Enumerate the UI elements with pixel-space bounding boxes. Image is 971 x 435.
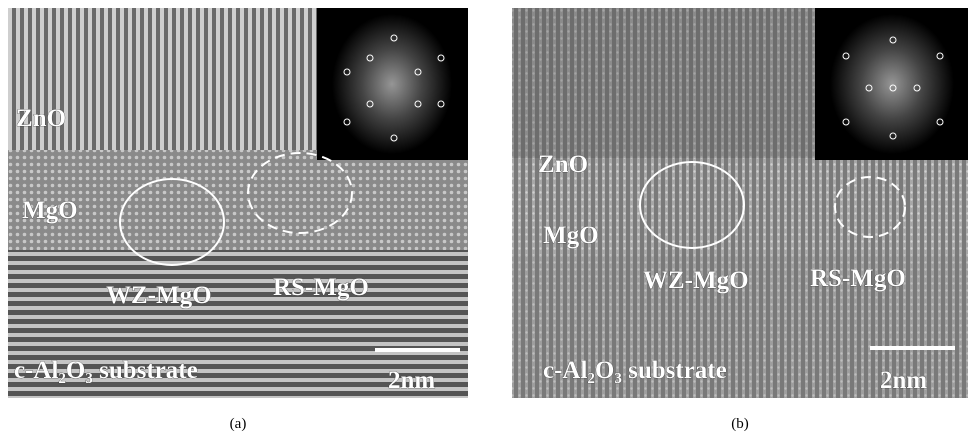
caption: (a)	[230, 416, 247, 432]
scale-label: 2nm	[388, 367, 435, 394]
scale-label: 2nm	[880, 367, 927, 394]
label: ZnO	[16, 105, 66, 132]
fft-inset	[317, 8, 468, 160]
label: RS-MgO	[810, 265, 906, 292]
fft-inset	[815, 8, 968, 160]
label: MgO	[543, 222, 599, 249]
label: c-Al₂O₃ substrate	[14, 357, 198, 384]
label: ZnO	[538, 151, 588, 178]
label: RS-MgO	[273, 274, 369, 301]
panel-b: ZnO MgO WZ-MgO RS-MgO c-Al₂O₃ substrate …	[512, 8, 968, 432]
label: WZ-MgO	[643, 267, 749, 294]
caption: (b)	[731, 416, 749, 432]
figure: ZnO MgO WZ-MgO RS-MgO c-Al₂O₃ substrate …	[0, 0, 971, 435]
label: WZ-MgO	[106, 282, 212, 309]
panel-a: ZnO MgO WZ-MgO RS-MgO c-Al₂O₃ substrate …	[8, 8, 468, 432]
label: c-Al₂O₃ substrate	[543, 357, 727, 384]
label: MgO	[22, 197, 78, 224]
